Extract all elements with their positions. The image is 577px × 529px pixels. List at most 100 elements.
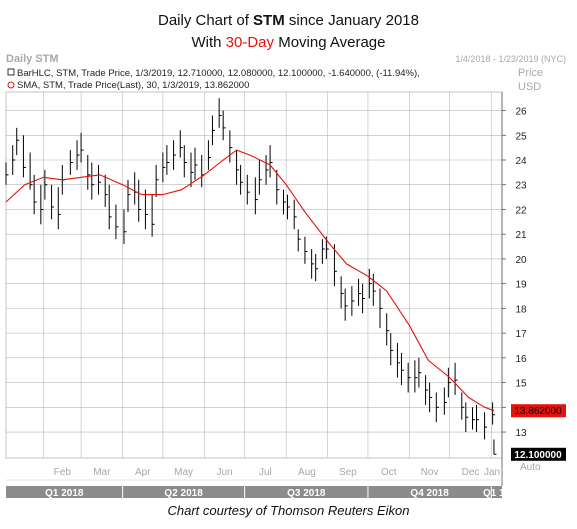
x-tick-label: Jul [259,467,272,478]
x-tick-label: Oct [381,467,397,478]
legend-barhlc: BarHLC, STM, Trade Price, 1/3/2019, 12.7… [7,68,420,79]
x-tick-label: Jun [216,467,232,478]
hlc-bar [311,249,315,279]
quarter-label: Q2 2018 [164,488,203,499]
hlc-bar [123,209,127,245]
hlc-bar [297,229,301,252]
hlc-bar [368,268,372,299]
hlc-bar [12,145,16,175]
x-tick-label: Feb [54,467,72,478]
hlc-bar [57,187,61,230]
hlc-bar [465,402,469,433]
y-tick-label: 17 [515,329,527,340]
hlc-bar [115,204,119,240]
legend-entry: BarHLC, STM, Trade Price, 1/3/2019, 12.7… [17,68,420,79]
y-tick-label: 21 [515,230,527,241]
y-tick-label: 23 [515,181,527,192]
x-tick-label: Apr [135,467,151,478]
sma-line [5,149,495,412]
hlc-bar [425,375,429,405]
hlc-bar [276,169,280,205]
hlc-bar [207,140,211,170]
date-range: 1/4/2018 - 1/23/2019 (NYC) [455,54,566,64]
x-tick-label: Mar [93,467,111,478]
hlc-bar [293,199,297,230]
chart-credit: Chart courtesy of Thomson Reuters Eikon [167,503,410,518]
hlc-bar [484,412,488,440]
hlc-bar [91,162,95,200]
y-tick-label: 22 [515,205,527,216]
x-tick-label: May [174,467,193,478]
hlc-bar [351,286,355,316]
hlc-bar [265,155,269,185]
hlc-bar [282,189,286,215]
hlc-bar [166,145,170,175]
x-tick-label: Sep [339,467,357,478]
hlc-bar [476,404,480,433]
quarter-label: Q1 2018 [45,488,84,499]
hlc-bar [138,179,142,222]
hlc-bar [418,357,422,388]
hlc-bar [493,439,497,455]
hlc-bar [229,130,233,163]
y-axis: 1314151617181920212223242526 [501,92,527,486]
hlc-bar [5,162,9,185]
hlc-bar [173,140,177,170]
hlc-bar [492,402,496,425]
last-price-tag: 12.100000 [511,447,566,461]
quarter-label: Q4 2018 [410,488,449,499]
hlc-bar [80,132,84,163]
y-tick-label: 18 [515,304,527,315]
y-tick-label: 19 [515,280,527,291]
hlc-bar [429,382,433,413]
legend-sma: SMA, STM, Trade Price(Last), 30, 1/3/201… [7,80,249,91]
hlc-bar [435,392,439,423]
hlc-bar [97,164,101,195]
hlc-bar [386,313,390,346]
hlc-bar [461,392,465,420]
quarter-label: Q3 2018 [287,488,326,499]
hlc-bar [87,155,91,190]
hlc-bar [362,283,366,314]
hlc-bar [179,130,183,158]
hlc-bar [218,98,222,128]
hlc-bar [134,172,138,205]
hlc-bar [315,253,319,282]
hlc-bars [5,98,497,455]
hlc-bar [104,174,108,207]
y-axis-title: Price [518,67,543,79]
x-axis: Feb Mar Apr May Jun Jul Aug Sep Oct Nov Dec Jan [6,467,502,481]
legend-entry: SMA, STM, Trade Price(Last), 30, 1/3/201… [17,80,249,91]
hlc-bar [447,367,451,398]
hlc-bar [321,239,325,264]
hlc-bar [454,362,458,395]
hlc-bar [236,150,240,185]
hlc-bar [240,164,244,195]
hlc-bar [254,177,258,215]
hlc-bar [304,236,308,264]
x-tick-label: Jan [484,467,500,478]
hlc-bar [151,194,155,237]
hlc-bar [16,127,20,156]
y-tick-label: 15 [515,379,527,390]
hlc-bar [358,278,362,306]
x-tick-label: Dec [462,467,480,478]
chart-title: Daily Chart of STM since January 2018 [158,12,419,29]
x-tick-label: Nov [421,467,439,478]
hlc-bar [69,150,73,175]
y-tick-label: 24 [515,156,527,167]
auto-scale-label[interactable]: Auto [520,462,541,473]
hlc-bar [443,387,447,415]
hlc-bar [333,244,337,287]
hlc-bar [108,184,112,230]
y-tick-label: 13 [515,428,527,439]
hlc-bar [287,194,291,220]
plot-frame [5,91,503,459]
chart-subtitle: With 30-Day Moving Average [191,34,386,51]
hlc-bar [472,407,476,430]
hlc-bar [269,145,273,178]
y-tick-label: 26 [515,107,527,118]
panel-label: Daily STM [6,53,59,65]
hlc-bar [372,273,376,306]
